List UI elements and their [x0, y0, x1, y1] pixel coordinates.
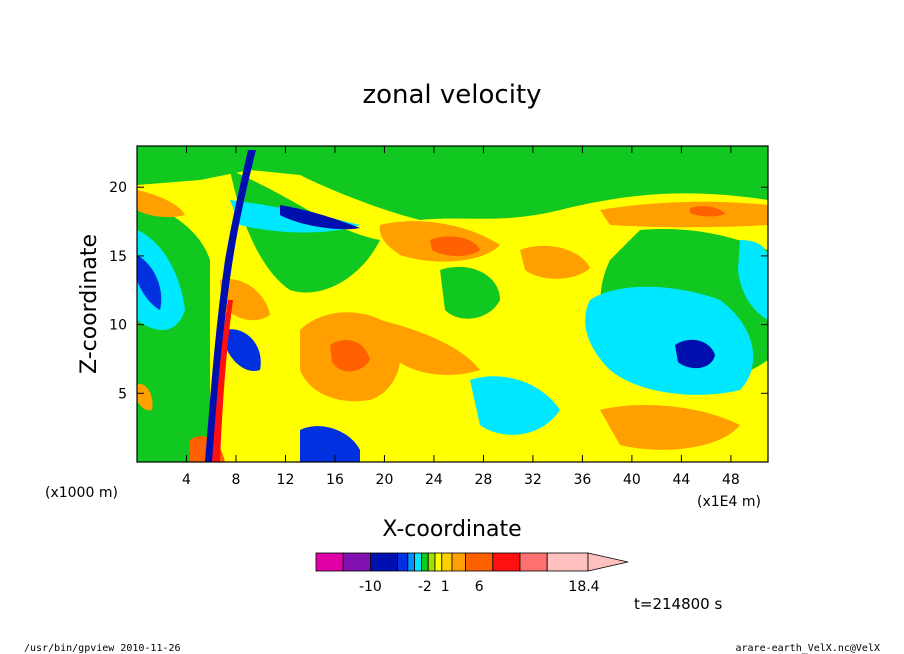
- x-tick-label: 20: [376, 472, 394, 488]
- colorbar-swatch: [315, 552, 344, 572]
- colorbar-swatch: [546, 552, 589, 572]
- x-tick-label: 24: [425, 472, 443, 488]
- x-tick-label: 44: [672, 472, 690, 488]
- x-axis: 4 8 12 16 20 24 28 32 36 40 44 48: [182, 146, 740, 488]
- plot-frame: [136, 145, 769, 463]
- colorbar-label: 6: [475, 579, 484, 595]
- chart-title: zonal velocity: [362, 80, 541, 110]
- colorbar-swatch: [342, 552, 371, 572]
- colorbar-label: -2: [418, 579, 432, 595]
- footer-right: arare-earth_VelX.nc@VelX: [736, 643, 881, 654]
- colorbar-labels: -10 -2 1 6 18.4: [359, 579, 600, 595]
- colorbar-arrow: [587, 552, 629, 572]
- x-axis-title: X-coordinate: [382, 517, 521, 542]
- colorbar-swatch: [407, 552, 415, 572]
- footer-left: /usr/bin/gpview 2010-11-26: [24, 643, 181, 654]
- colorbar-swatch: [397, 552, 409, 572]
- contour-field: [137, 146, 768, 462]
- y-axis-title: Z-coordinate: [77, 234, 102, 374]
- colorbar-swatch: [414, 552, 422, 572]
- x-tick-label: 28: [475, 472, 493, 488]
- x-unit-label: (x1E4 m): [697, 494, 761, 510]
- x-tick-label: 16: [326, 472, 344, 488]
- colorbar: [315, 552, 629, 572]
- time-label: t=214800 s: [634, 595, 722, 613]
- y-tick-label: 5: [118, 386, 127, 402]
- y-tick-label: 10: [109, 318, 127, 334]
- x-tick-label: 36: [573, 472, 591, 488]
- x-tick-label: 48: [722, 472, 740, 488]
- x-tick-label: 40: [623, 472, 641, 488]
- colorbar-swatch: [427, 552, 436, 572]
- colorbar-swatch: [369, 552, 398, 572]
- colorbar-label: 18.4: [568, 579, 599, 595]
- colorbar-label: -10: [359, 579, 382, 595]
- colorbar-swatch: [492, 552, 521, 572]
- y-tick-label: 20: [109, 180, 127, 196]
- colorbar-label: 1: [441, 579, 450, 595]
- x-tick-label: 4: [182, 472, 191, 488]
- y-axis: 5 10 15 20: [109, 180, 768, 402]
- x-tick-label: 12: [277, 472, 295, 488]
- colorbar-swatch: [441, 552, 453, 572]
- x-tick-label: 32: [524, 472, 542, 488]
- y-unit-label: (x1000 m): [45, 485, 118, 501]
- colorbar-swatch: [451, 552, 467, 572]
- colorbar-swatch: [434, 552, 443, 572]
- y-tick-label: 15: [109, 249, 127, 265]
- colorbar-swatch: [420, 552, 429, 572]
- colorbar-swatch: [465, 552, 494, 572]
- x-tick-label: 8: [232, 472, 241, 488]
- colorbar-swatch: [519, 552, 548, 572]
